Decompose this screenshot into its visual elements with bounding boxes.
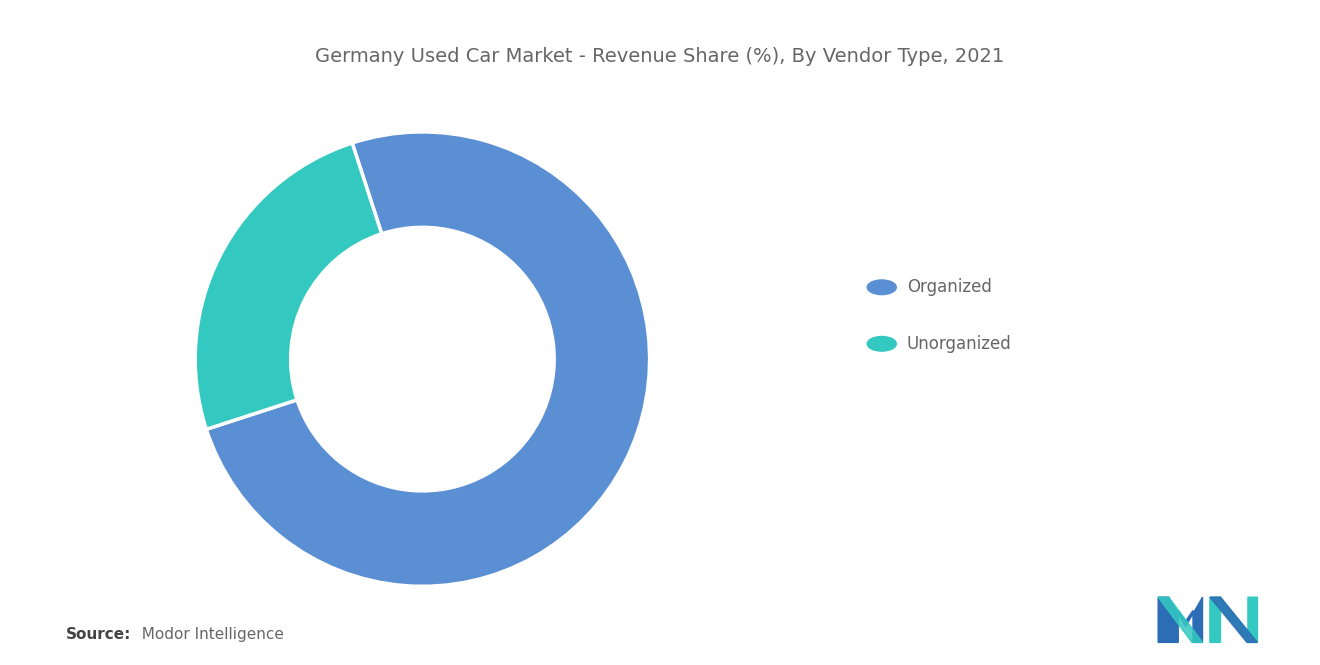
Text: Unorganized: Unorganized bbox=[907, 334, 1011, 353]
Polygon shape bbox=[1210, 597, 1258, 642]
Polygon shape bbox=[1158, 597, 1203, 642]
Text: Source:: Source: bbox=[66, 626, 132, 642]
Polygon shape bbox=[1210, 597, 1258, 642]
Wedge shape bbox=[206, 132, 649, 587]
Text: Organized: Organized bbox=[907, 278, 991, 297]
Wedge shape bbox=[195, 143, 381, 430]
Text: Germany Used Car Market - Revenue Share (%), By Vendor Type, 2021: Germany Used Car Market - Revenue Share … bbox=[315, 47, 1005, 66]
Text: Modor Intelligence: Modor Intelligence bbox=[132, 626, 284, 642]
Polygon shape bbox=[1158, 597, 1203, 642]
